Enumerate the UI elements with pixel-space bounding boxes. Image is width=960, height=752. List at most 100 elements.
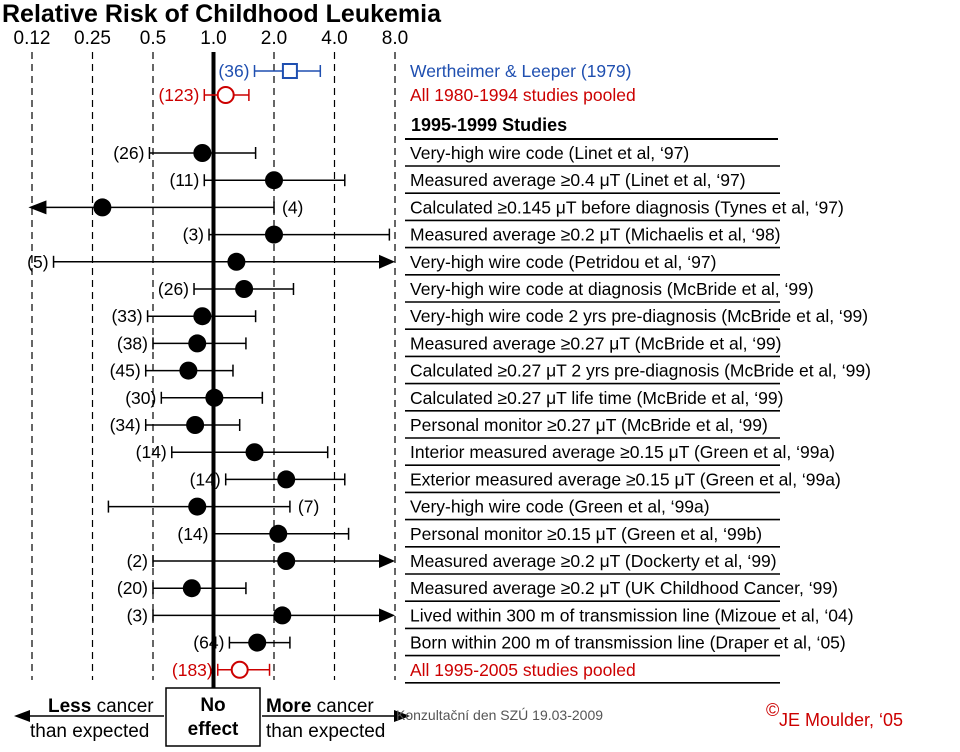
- study-count: (20): [117, 578, 148, 598]
- study-count: (45): [110, 361, 141, 381]
- study-count: (38): [117, 333, 148, 353]
- forest-row: (2) Measured average ≥0.2 μT (Dockerty et…: [127, 551, 780, 575]
- study-label: Very-high wire code at diagnosis (McBrid…: [410, 279, 814, 299]
- study-label: All 1995-2005 studies pooled: [410, 660, 636, 680]
- forest-row: (183) All 1995-2005 studies pooled: [172, 660, 780, 684]
- study-label: Measured average ≥0.2 μT (UK Childhood C…: [410, 578, 838, 598]
- forest-row: (4) Calculated ≥0.145 μT before diagnosis…: [28, 197, 844, 222]
- ci-arrow-high: [379, 554, 395, 568]
- point-estimate: [281, 63, 298, 79]
- x-tick-labels: 0.12 0.25 0.5 1.0 2.0 4.0 8.0: [14, 28, 409, 49]
- x-tick-label: 0.12: [14, 28, 51, 49]
- study-count: (11): [169, 170, 199, 190]
- study-count: (7): [298, 497, 319, 517]
- study-label: Measured average ≥0.4 μT (Linet et al, ‘…: [410, 170, 746, 190]
- more-bold: More: [266, 696, 311, 717]
- study-count: (2): [127, 551, 148, 571]
- more-line2: than expected: [266, 721, 385, 742]
- study-label: Measured average ≥0.27 μT (McBride et al…: [410, 333, 781, 353]
- less-bold: Less: [48, 696, 91, 717]
- study-count: (4): [282, 197, 303, 217]
- study-label: Lived within 300 m of transmission line …: [410, 605, 854, 625]
- point-estimate: [205, 388, 224, 407]
- forest-row: (26) Very-high wire code at diagnosis (Mc…: [158, 279, 814, 303]
- ci-arrow-low: [28, 200, 47, 215]
- x-tick-label: 0.5: [140, 28, 166, 49]
- more-arrow-head: [394, 710, 410, 722]
- section-header: 1995-1999 Studies: [411, 115, 567, 135]
- point-estimate: [188, 497, 207, 516]
- no-effect-line1: No: [200, 695, 225, 716]
- point-estimate: [216, 86, 235, 104]
- ci-arrow-high: [379, 608, 395, 623]
- point-estimate: [188, 334, 207, 353]
- forest-row: (14) Interior measured average ≥0.15 μT (…: [136, 442, 835, 467]
- watermark: Konzultační den SZÚ 19.03-2009: [396, 707, 603, 723]
- x-tick-label: 2.0: [261, 28, 287, 49]
- point-estimate: [179, 361, 198, 380]
- point-estimate: [248, 633, 267, 652]
- study-label: Interior measured average ≥0.15 μT (Gree…: [410, 442, 835, 462]
- study-count: (64): [193, 633, 224, 653]
- chart-title: Relative Risk of Childhood Leukemia: [2, 0, 442, 28]
- study-count: (26): [113, 143, 144, 163]
- study-label: Personal monitor ≥0.27 μT (McBride et al…: [410, 415, 768, 435]
- study-count: (33): [111, 306, 142, 326]
- study-count: (34): [110, 415, 141, 435]
- forest-row: (30) Calculated ≥0.27 μT life time (McBri…: [125, 388, 783, 412]
- point-estimate: [93, 198, 112, 217]
- study-label: All 1980-1994 studies pooled: [410, 85, 636, 105]
- forest-row: (38) Measured average ≥0.27 μT (McBride e…: [117, 333, 781, 358]
- study-label: Very-high wire code (Linet et al, ‘97): [410, 143, 689, 163]
- forest-row: (64) Born within 200 m of transmission li…: [193, 633, 846, 657]
- study-label: Measured average ≥0.2 μT (Michaelis et a…: [410, 225, 781, 245]
- study-label: Very-high wire code (Petridou et al, ‘97…: [410, 252, 716, 272]
- forest-row: (3) Measured average ≥0.2 μT (Michaelis e…: [183, 225, 781, 249]
- study-count: (14): [136, 442, 167, 462]
- x-tick-label: 1.0: [200, 28, 226, 49]
- study-count: (14): [177, 524, 208, 544]
- study-count: (36): [218, 61, 249, 81]
- study-label: Very-high wire code 2 yrs pre-diagnosis …: [410, 306, 868, 326]
- study-count: (5): [27, 252, 48, 272]
- study-count: (26): [158, 279, 189, 299]
- point-estimate: [277, 470, 296, 489]
- forest-row: (5) Very-high wire code (Petridou et al, …: [27, 252, 780, 276]
- point-estimate: [193, 144, 212, 162]
- forest-row: (14) Personal monitor ≥0.15 μT (Green et …: [177, 524, 780, 548]
- point-estimate: [273, 606, 292, 625]
- credit: JE Moulder, ‘05: [779, 710, 903, 730]
- forest-row: (14) Exterior measured average ≥0.15 μT (…: [190, 469, 841, 494]
- x-tick-label: 4.0: [321, 28, 347, 49]
- study-count: (183): [172, 660, 213, 680]
- forest-row: (26) Very-high wire code (Linet et al, ‘9…: [113, 143, 780, 167]
- more-rest: cancer: [311, 696, 374, 717]
- point-estimate: [269, 524, 288, 543]
- forest-row: (7) Very-high wire code (Green et al, ‘99…: [107, 497, 780, 521]
- point-estimate: [186, 416, 205, 434]
- x-tick-label: 0.25: [74, 28, 111, 49]
- less-line2: than expected: [30, 721, 149, 742]
- forest-row: (123) All 1980-1994 studies pooled: [158, 85, 635, 105]
- point-estimate: [193, 307, 212, 326]
- forest-row: (11) Measured average ≥0.4 μT (Linet et a…: [169, 170, 780, 194]
- forest-row: (45) Calculated ≥0.27 μT 2 yrs pre-diagno…: [110, 361, 871, 385]
- no-effect-box: [165, 687, 261, 747]
- point-estimate: [182, 579, 201, 598]
- ci-arrow-high: [379, 254, 395, 269]
- study-label: Very-high wire code (Green et al, ‘99a): [410, 497, 710, 517]
- more-cancer-label: More cancer: [266, 696, 374, 717]
- study-count: (30): [125, 388, 156, 408]
- point-estimate: [230, 660, 249, 679]
- study-label: Measured average ≥0.2 μT (Dockerty et al…: [410, 551, 777, 571]
- forest-rows: 1995-1999 Studies (36) Wertheimer & Leeper…: [27, 61, 871, 684]
- study-label: Calculated ≥0.27 μT life time (McBride e…: [410, 388, 783, 408]
- point-estimate: [227, 252, 246, 271]
- forest-row: (36) Wertheimer & Leeper (1979): [218, 61, 631, 81]
- forest-row: (20) Measured average ≥0.2 μT (UK Childho…: [117, 578, 838, 603]
- study-count: (3): [127, 605, 148, 625]
- less-arrow-head: [14, 710, 30, 722]
- no-effect-line2: effect: [188, 719, 239, 740]
- less-cancer-label: Less cancer: [48, 696, 154, 717]
